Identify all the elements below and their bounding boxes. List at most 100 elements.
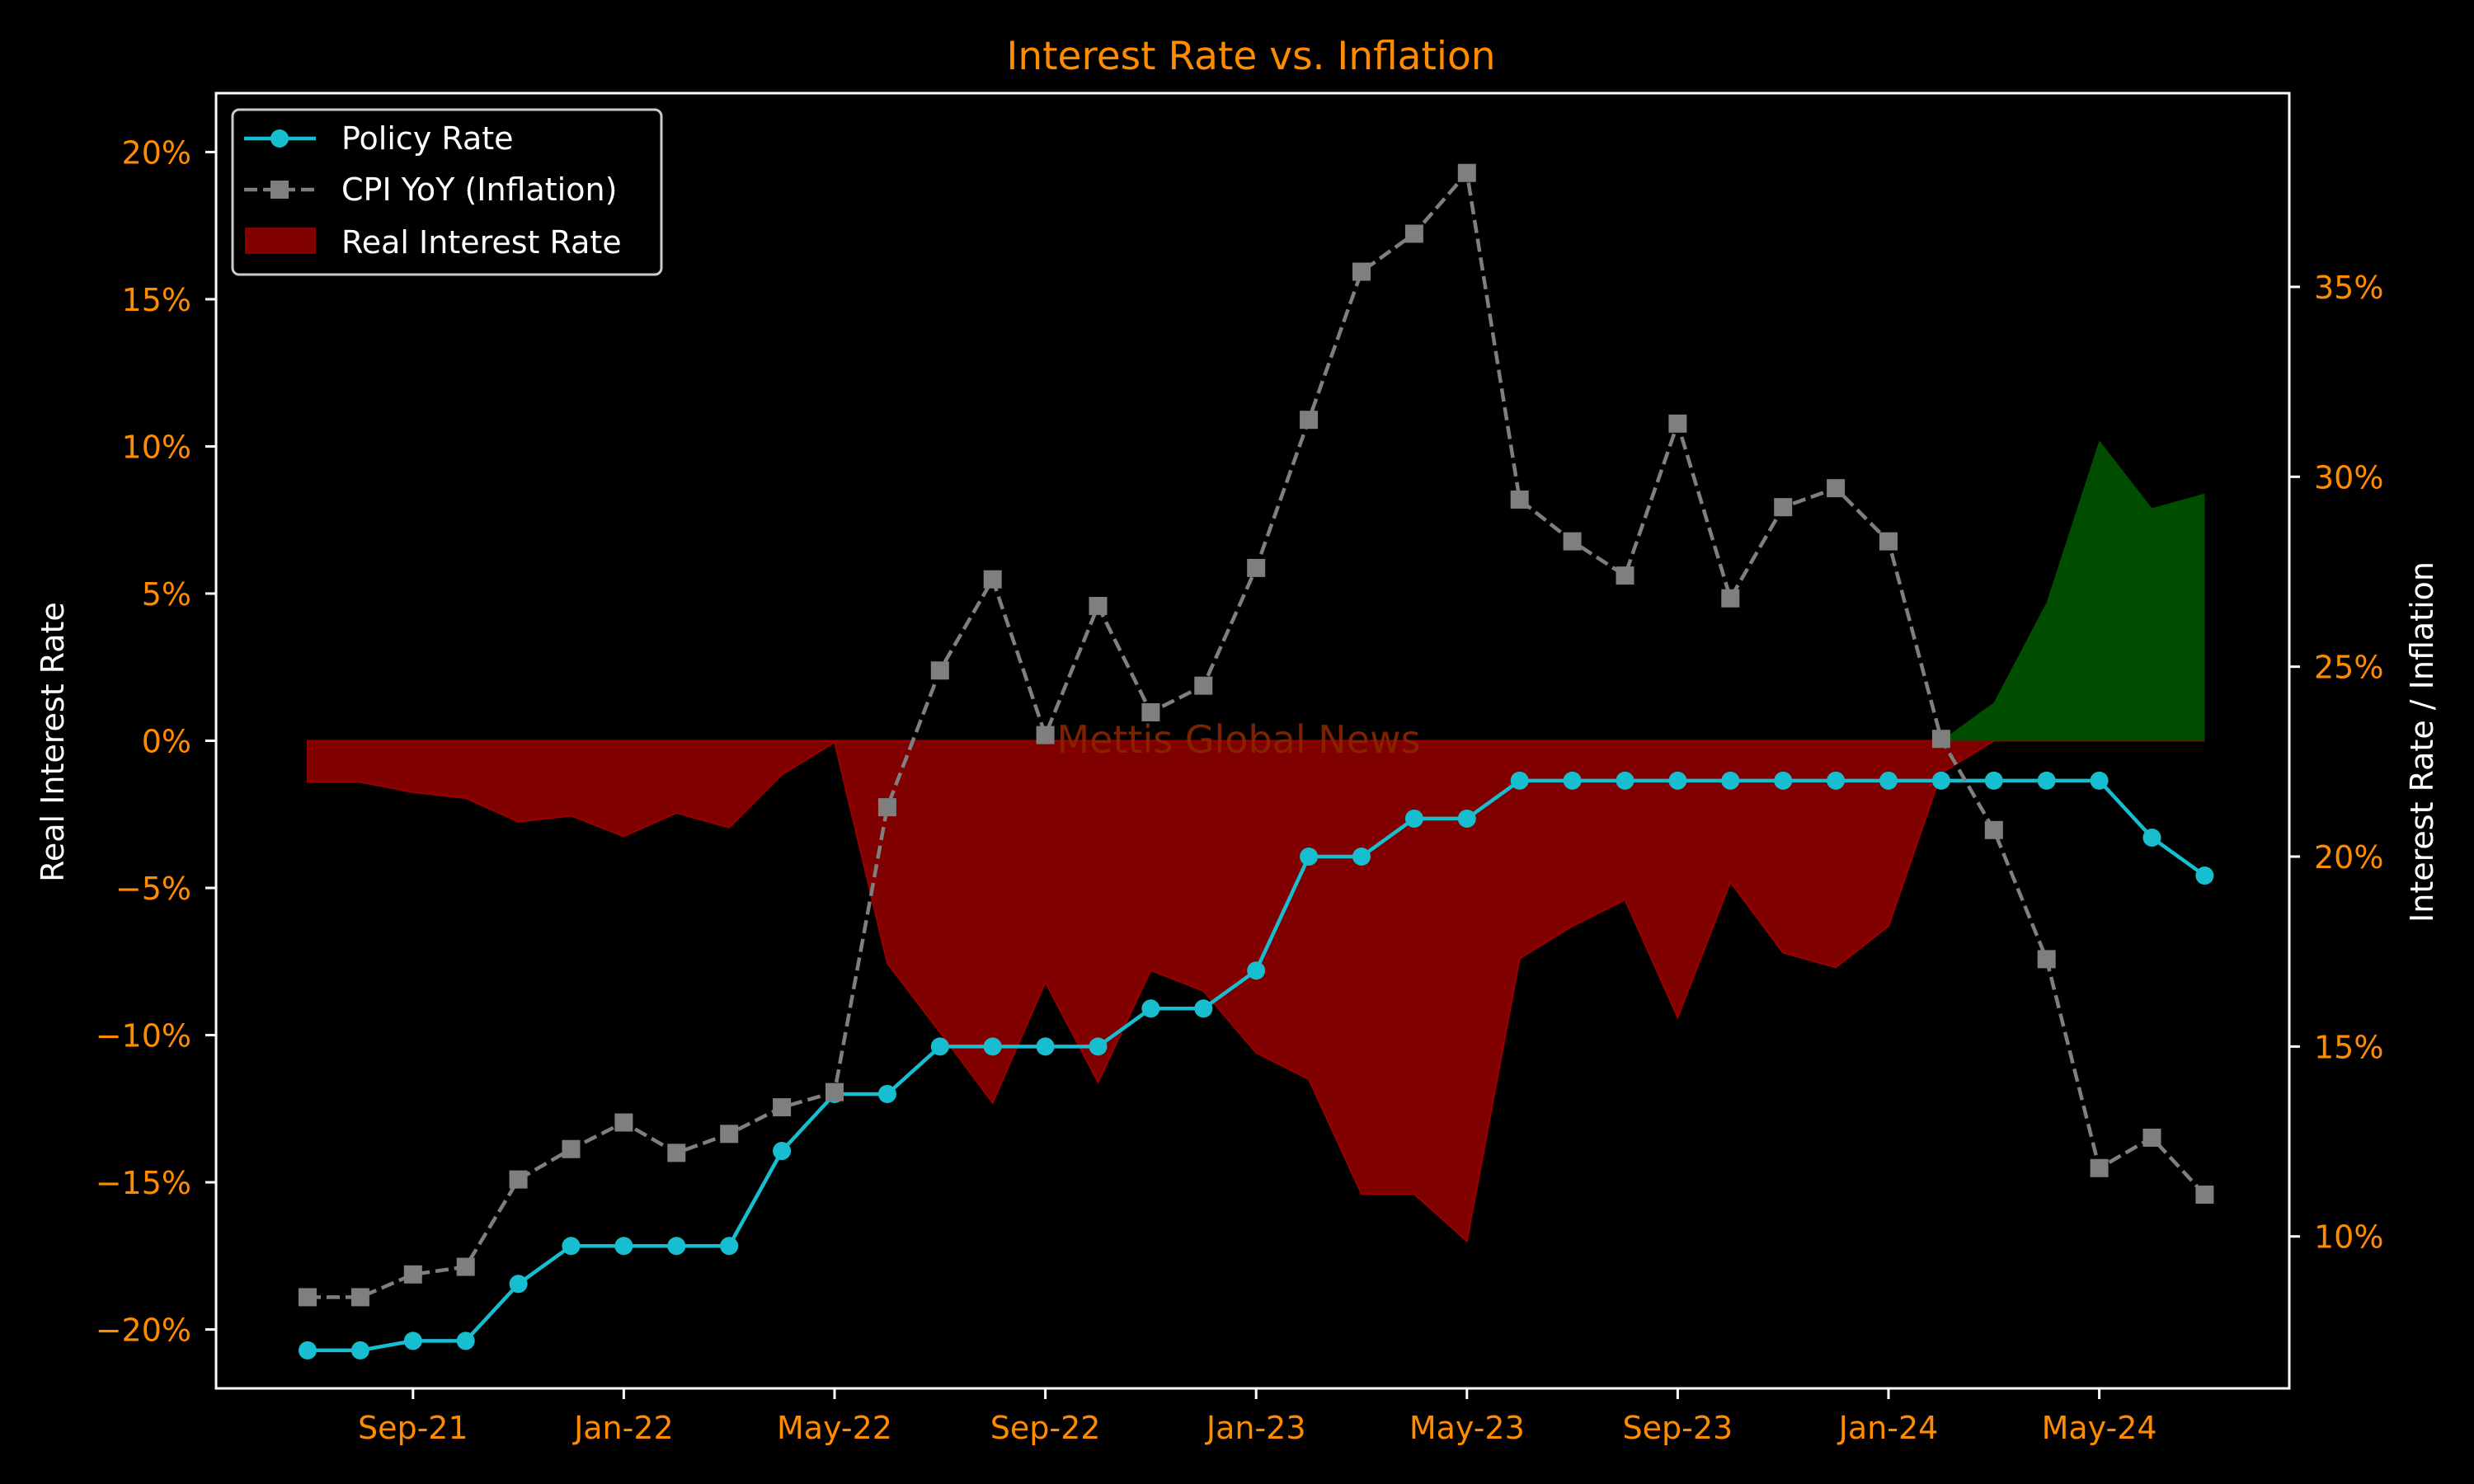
- x-axis-tick-label: Sep-22: [990, 1410, 1101, 1446]
- policy-rate-point: [1616, 771, 1634, 790]
- right-axis-tick-label: 35%: [2314, 270, 2383, 306]
- cpi-point: [1247, 558, 1266, 577]
- legend-real-rate-swatch: [245, 228, 316, 254]
- policy-rate-point: [1089, 1037, 1108, 1056]
- x-axis-tick-label: Sep-21: [358, 1410, 468, 1446]
- policy-rate-point: [1300, 848, 1319, 866]
- policy-rate-point: [614, 1237, 633, 1256]
- policy-rate-point: [509, 1275, 528, 1294]
- policy-rate-point: [350, 1341, 369, 1360]
- x-axis: Sep-21 Jan-22 May-22 Sep-22 Jan-23 May-23 Sep-…: [358, 1388, 2157, 1446]
- policy-rate-point: [1984, 771, 2003, 790]
- policy-rate-point: [1931, 771, 1950, 790]
- right-axis-tick-label: 15%: [2314, 1029, 2383, 1065]
- cpi-point: [877, 798, 896, 817]
- policy-rate-point: [1721, 771, 1740, 790]
- right-axis-tick-label: 30%: [2314, 459, 2383, 495]
- x-axis-tick-label: Sep-23: [1623, 1410, 1733, 1446]
- left-axis: −20% −15% −10% −5% 0% 5% 10% 15% 20%: [96, 134, 216, 1349]
- legend-policy-rate-marker: [270, 129, 289, 148]
- cpi-point: [1827, 479, 1846, 498]
- plot-frame: [214, 92, 2291, 1390]
- cpi-point: [1931, 730, 1950, 749]
- cpi-point: [773, 1098, 792, 1117]
- policy-rate-point: [1563, 771, 1582, 790]
- cpi-point: [930, 661, 949, 680]
- cpi-point: [1457, 163, 1476, 182]
- cpi-point: [1089, 596, 1108, 615]
- cpi-point: [2195, 1186, 2214, 1205]
- left-axis-tick-label: −15%: [96, 1165, 191, 1201]
- left-axis-tick-label: −5%: [115, 871, 191, 907]
- right-axis-tick-label: 10%: [2314, 1219, 2383, 1256]
- right-axis-tick-label: 25%: [2314, 650, 2383, 686]
- legend-frame: [231, 108, 663, 276]
- real-rate-negative-area: [307, 740, 2205, 1243]
- policy-rate-point: [667, 1237, 686, 1256]
- left-axis-tick-label: −20%: [96, 1313, 191, 1349]
- policy-rate-point: [1668, 771, 1687, 790]
- cpi-point: [2142, 1128, 2161, 1147]
- policy-rate-point: [1510, 771, 1529, 790]
- left-axis-tick-label: −10%: [96, 1018, 191, 1054]
- policy-rate-point: [2037, 771, 2056, 790]
- cpi-point: [983, 570, 1002, 589]
- x-axis-tick-label: May-24: [2042, 1410, 2157, 1446]
- cpi-point: [1352, 262, 1371, 281]
- cpi-point: [403, 1265, 422, 1284]
- policy-rate-point: [930, 1037, 949, 1056]
- left-axis-tick-label: 0%: [142, 724, 191, 760]
- left-axis-tick-label: 5%: [142, 576, 191, 613]
- policy-rate-point: [403, 1331, 422, 1350]
- policy-rate-point: [562, 1237, 581, 1256]
- cpi-point: [456, 1257, 475, 1276]
- policy-rate-point: [1774, 771, 1793, 790]
- left-axis-tick-label: 20%: [122, 134, 191, 171]
- policy-rate-point: [1352, 848, 1371, 866]
- cpi-point: [1616, 566, 1634, 585]
- policy-rate-point: [877, 1084, 896, 1103]
- cpi-point: [562, 1139, 581, 1158]
- left-axis-label: Real Interest Rate: [35, 602, 71, 882]
- cpi-point: [1563, 532, 1582, 551]
- policy-rate-point: [456, 1331, 475, 1350]
- real-rate-positive-area: [308, 440, 2205, 741]
- cpi-point: [1510, 490, 1529, 509]
- legend: Policy Rate CPI YoY (Inflation) Real Int…: [231, 108, 663, 276]
- watermark: Mettis Global News: [1056, 717, 1420, 762]
- policy-rate-point: [1194, 999, 1213, 1018]
- cpi-point: [299, 1288, 317, 1307]
- policy-rate-point: [1247, 961, 1266, 980]
- policy-rate-point: [1457, 809, 1476, 828]
- left-axis-tick-label: 15%: [122, 282, 191, 318]
- x-axis-tick-label: Jan-24: [1837, 1410, 1939, 1446]
- policy-rate-point: [2090, 771, 2109, 790]
- legend-policy-rate-label: Policy Rate: [341, 120, 514, 157]
- cpi-point: [2037, 950, 2056, 969]
- right-axis-tick-label: 20%: [2314, 839, 2383, 876]
- legend-real-rate-label: Real Interest Rate: [341, 224, 622, 261]
- cpi-point: [2090, 1158, 2109, 1177]
- plot-area: [299, 163, 2214, 1360]
- cpi-point: [1879, 532, 1898, 551]
- cpi-point: [1404, 224, 1423, 243]
- policy-rate-point: [299, 1341, 317, 1360]
- cpi-point: [1984, 820, 2003, 839]
- policy-rate-point: [983, 1037, 1002, 1056]
- x-axis-tick-label: Jan-22: [572, 1410, 674, 1446]
- cpi-point: [667, 1144, 686, 1162]
- cpi-point: [1194, 676, 1213, 695]
- cpi-point: [720, 1125, 739, 1144]
- cpi-point: [825, 1082, 844, 1101]
- cpi-point: [350, 1288, 369, 1307]
- cpi-point: [509, 1170, 528, 1189]
- x-axis-tick-label: May-22: [777, 1410, 892, 1446]
- policy-rate-point: [1036, 1037, 1055, 1056]
- right-axis-label: Interest Rate / Inflation: [2404, 561, 2440, 923]
- cpi-point: [1721, 589, 1740, 608]
- cpi-point: [614, 1113, 633, 1132]
- cpi-point: [1668, 414, 1687, 433]
- policy-rate-point: [720, 1237, 739, 1256]
- cpi-point: [1036, 726, 1055, 744]
